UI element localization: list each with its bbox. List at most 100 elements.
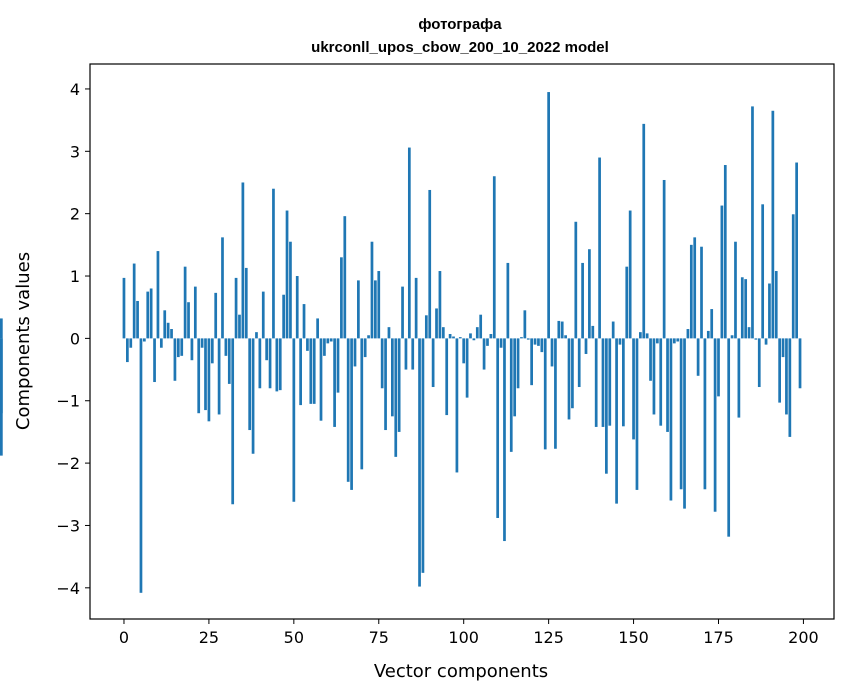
bar-177 xyxy=(723,165,727,339)
bar-121 xyxy=(533,338,537,345)
bar-114 xyxy=(509,338,513,452)
bar-102 xyxy=(469,333,472,339)
bar-188 xyxy=(761,204,765,339)
bar-60 xyxy=(326,338,330,344)
bar-163 xyxy=(676,338,680,342)
bar-115 xyxy=(513,338,517,417)
x-axis-label: Vector components xyxy=(374,661,548,682)
bar-24 xyxy=(204,338,207,411)
bar-0 xyxy=(122,277,126,339)
bar-168 xyxy=(693,237,697,339)
bar-171 xyxy=(703,338,707,490)
bar-2 xyxy=(129,338,133,348)
bar-35 xyxy=(241,182,245,339)
bar-10 xyxy=(156,251,160,339)
bar-41 xyxy=(261,291,265,339)
bar-38 xyxy=(251,338,255,454)
bar-133 xyxy=(574,221,578,339)
bar-92 xyxy=(435,308,438,339)
bar-44 xyxy=(272,188,275,339)
y-tick-label: −3 xyxy=(56,516,80,535)
bar-104 xyxy=(475,327,479,339)
bar-95 xyxy=(445,338,449,416)
bar-107 xyxy=(486,338,489,346)
bar-54 xyxy=(306,338,309,351)
bar-139 xyxy=(594,338,598,427)
bar-195 xyxy=(785,338,788,415)
bar-101 xyxy=(465,338,469,398)
bar-55 xyxy=(309,338,313,404)
bar-99 xyxy=(458,337,462,339)
bar-162 xyxy=(672,338,676,344)
bar-128 xyxy=(557,320,561,339)
bar-91 xyxy=(431,338,435,388)
bar-19 xyxy=(187,302,190,339)
y-tick-label: 2 xyxy=(70,205,80,224)
bar-130 xyxy=(564,335,567,339)
bar-76 xyxy=(380,338,384,389)
bar-108 xyxy=(489,334,493,339)
y-tick-label: 0 xyxy=(70,329,80,348)
bar-1 xyxy=(126,338,129,363)
y-axis-ticks: −4 −3 −2 −1 0 1 2 3 4 xyxy=(56,80,90,598)
bar-190 xyxy=(768,283,771,339)
bar-9 xyxy=(153,338,156,383)
bar-161 xyxy=(669,338,673,501)
x-axis-ticks: 0 25 50 75 100 125 150 175 200 xyxy=(119,619,819,647)
bar-14 xyxy=(170,329,173,339)
bar-66 xyxy=(346,338,350,482)
bar-28 xyxy=(217,338,221,415)
bar-199 xyxy=(798,338,802,389)
bar-182 xyxy=(740,277,744,339)
bar-40 xyxy=(258,338,262,389)
bar-57 xyxy=(316,318,319,339)
bar-82 xyxy=(401,286,404,339)
bar-62 xyxy=(333,338,336,427)
bar-94 xyxy=(441,327,445,339)
bar-33 xyxy=(234,277,238,339)
chart-title: фотографа xyxy=(418,16,502,33)
plot-area-frame xyxy=(89,63,835,620)
bar-undefined xyxy=(0,338,3,456)
bar-119 xyxy=(526,338,530,340)
bar-137 xyxy=(588,249,591,339)
bar-127 xyxy=(554,338,557,449)
bar-179 xyxy=(730,335,734,339)
bar-157 xyxy=(655,338,659,344)
bar-120 xyxy=(530,338,533,386)
bar-166 xyxy=(686,329,690,339)
bar-181 xyxy=(737,338,741,418)
bar-12 xyxy=(163,310,167,339)
bar-156 xyxy=(652,338,656,415)
bar-112 xyxy=(503,338,506,542)
bar-63 xyxy=(336,338,340,393)
bar-138 xyxy=(591,325,595,339)
bar-64 xyxy=(340,257,343,339)
bar-169 xyxy=(696,338,700,376)
bar-80 xyxy=(394,338,398,457)
x-tick-label: 25 xyxy=(199,628,219,647)
bar-85 xyxy=(411,338,415,370)
bar-23 xyxy=(200,338,204,348)
y-tick-label: −2 xyxy=(56,454,80,473)
bar-125 xyxy=(547,92,550,339)
bar-50 xyxy=(292,338,296,502)
x-tick-label: 75 xyxy=(369,628,389,647)
bar-34 xyxy=(238,314,241,339)
bar-193 xyxy=(778,338,781,403)
x-tick-label: 100 xyxy=(448,628,479,647)
bar-103 xyxy=(472,338,476,341)
bar-106 xyxy=(482,338,486,370)
bar-178 xyxy=(727,338,731,537)
bar-22 xyxy=(197,338,201,414)
bar-20 xyxy=(190,338,194,361)
bar-145 xyxy=(615,338,618,504)
bar-197 xyxy=(791,214,795,339)
bar-180 xyxy=(734,241,737,339)
bar-185 xyxy=(751,106,754,339)
bar-196 xyxy=(788,338,792,437)
bar-100 xyxy=(462,338,466,364)
bar-70 xyxy=(360,338,364,470)
bar-123 xyxy=(540,338,544,353)
bar-183 xyxy=(744,279,748,339)
